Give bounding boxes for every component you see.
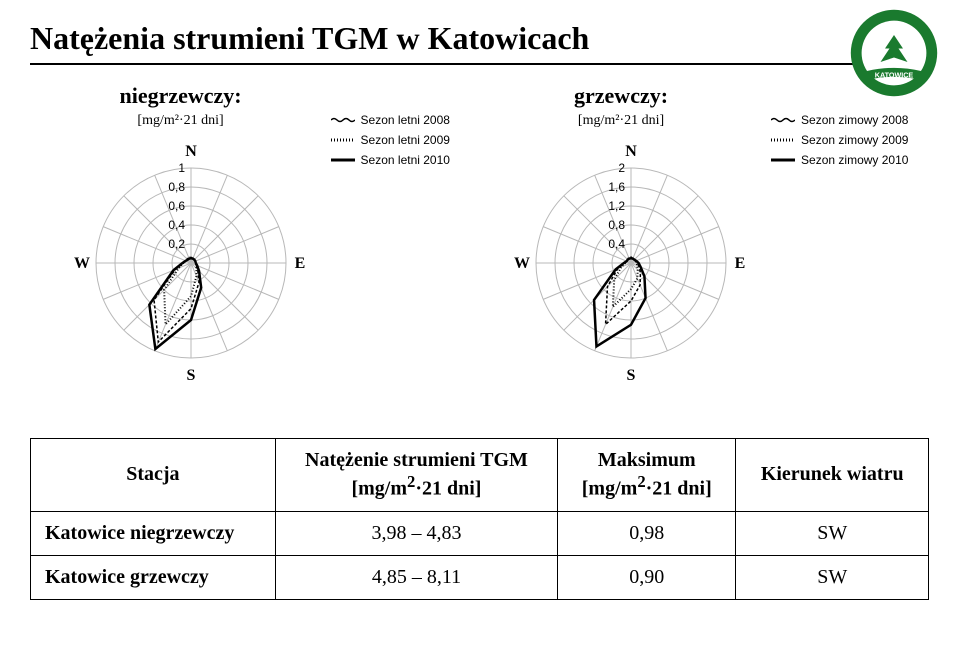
chart-right-block: grzewczy: [mg/m²·21 dni] 0,4 0,8 1,2 1,6 2N E… <box>491 83 908 418</box>
svg-text:KATOWICE: KATOWICE <box>875 70 914 79</box>
table-row: Katowice niegrzewczy 3,98 – 4,83 0,98 SW <box>31 511 929 555</box>
legend-item: Sezon letni 2008 <box>331 113 450 127</box>
svg-text:S: S <box>627 367 636 384</box>
legend-label: Sezon zimowy 2010 <box>801 153 908 167</box>
table-cell: 0,90 <box>558 555 736 599</box>
legend-label: Sezon zimowy 2008 <box>801 113 908 127</box>
table-cell: SW <box>736 511 929 555</box>
legend-item: Sezon letni 2009 <box>331 133 450 147</box>
svg-text:S: S <box>186 367 195 384</box>
table-header: Kierunek wiatru <box>736 439 929 512</box>
legend-label: Sezon letni 2010 <box>361 153 450 167</box>
svg-text:1,6: 1,6 <box>608 180 625 194</box>
svg-text:1: 1 <box>178 161 185 175</box>
chart-left-block: niegrzewczy: [mg/m²·21 dni] 0,2 0,4 0,6 0,8… <box>51 83 450 418</box>
institute-logo: KATOWICE <box>849 8 939 98</box>
svg-text:0,4: 0,4 <box>168 218 185 232</box>
table-cell: 4,85 – 8,11 <box>275 555 557 599</box>
chart-left-title: niegrzewczy: <box>51 83 311 109</box>
svg-text:0,6: 0,6 <box>168 199 185 213</box>
legend-right: Sezon zimowy 2008 Sezon zimowy 2009 Sezo… <box>771 113 908 167</box>
legend-item: Sezon zimowy 2010 <box>771 153 908 167</box>
svg-text:N: N <box>625 143 637 160</box>
svg-text:2: 2 <box>618 161 625 175</box>
table-cell: 3,98 – 4,83 <box>275 511 557 555</box>
legend-label: Sezon letni 2009 <box>361 133 450 147</box>
svg-text:1,2: 1,2 <box>608 199 625 213</box>
legend-label: Sezon letni 2008 <box>361 113 450 127</box>
svg-text:W: W <box>74 255 90 272</box>
radar-chart-left: 0,2 0,4 0,6 0,8 1N E S W <box>51 133 311 413</box>
table-cell: Katowice grzewczy <box>31 555 276 599</box>
chart-right-unit: [mg/m²·21 dni] <box>491 113 751 129</box>
table-cell: Katowice niegrzewczy <box>31 511 276 555</box>
table-header: Maksimum[mg/m2·21 dni] <box>558 439 736 512</box>
svg-text:E: E <box>735 255 746 272</box>
svg-text:0,8: 0,8 <box>168 180 185 194</box>
legend-left: Sezon letni 2008 Sezon letni 2009 Sezon … <box>331 113 450 167</box>
chart-right-title: grzewczy: <box>491 83 751 109</box>
title-rule <box>30 63 929 65</box>
svg-text:0,2: 0,2 <box>168 237 185 251</box>
table-row: Katowice grzewczy 4,85 – 8,11 0,90 SW <box>31 555 929 599</box>
legend-item: Sezon zimowy 2008 <box>771 113 908 127</box>
table-header-row: Stacja Natężenie strumieni TGM[mg/m2·21 … <box>31 439 929 512</box>
chart-left-unit: [mg/m²·21 dni] <box>51 113 311 129</box>
table-cell: 0,98 <box>558 511 736 555</box>
data-table-wrap: Stacja Natężenie strumieni TGM[mg/m2·21 … <box>30 438 929 600</box>
svg-text:0,8: 0,8 <box>608 218 625 232</box>
page-title: Natężenia strumieni TGM w Katowicach <box>30 20 929 57</box>
svg-text:E: E <box>294 255 305 272</box>
radar-chart-right: 0,4 0,8 1,2 1,6 2N E S W <box>491 133 751 413</box>
legend-item: Sezon zimowy 2009 <box>771 133 908 147</box>
svg-text:0,4: 0,4 <box>608 237 625 251</box>
charts-row: niegrzewczy: [mg/m²·21 dni] 0,2 0,4 0,6 0,8… <box>30 83 929 418</box>
legend-item: Sezon letni 2010 <box>331 153 450 167</box>
svg-text:W: W <box>514 255 530 272</box>
data-table: Stacja Natężenie strumieni TGM[mg/m2·21 … <box>30 438 929 600</box>
table-header: Stacja <box>31 439 276 512</box>
legend-label: Sezon zimowy 2009 <box>801 133 908 147</box>
svg-text:N: N <box>185 143 197 160</box>
table-header: Natężenie strumieni TGM[mg/m2·21 dni] <box>275 439 557 512</box>
table-cell: SW <box>736 555 929 599</box>
